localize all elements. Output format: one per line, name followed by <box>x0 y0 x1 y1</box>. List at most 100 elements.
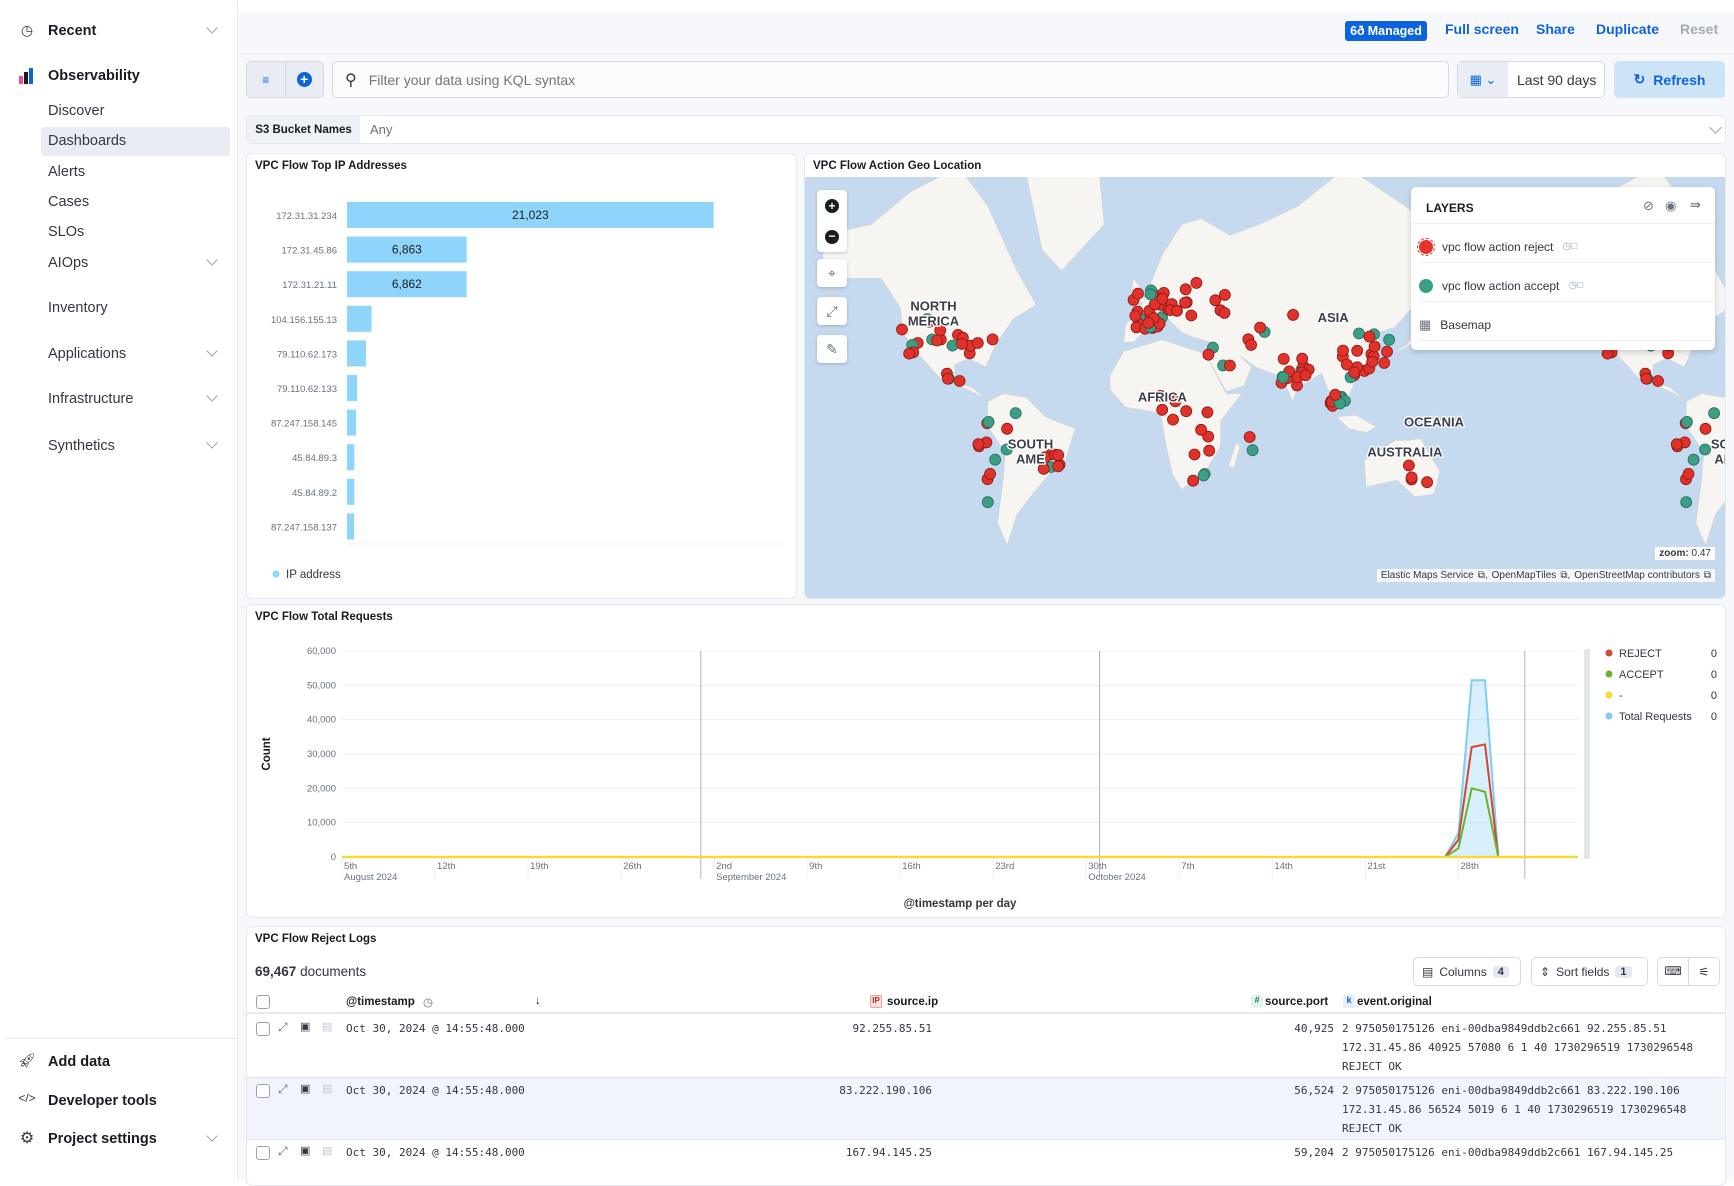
zoom-in-icon[interactable]: + <box>825 198 839 213</box>
locate-icon[interactable]: ⌖ <box>817 259 847 287</box>
reject-point <box>1218 306 1231 319</box>
bar-data-label: 21,023 <box>512 208 549 222</box>
add-filter-button[interactable]: + <box>286 62 324 97</box>
refresh-label: Refresh <box>1653 71 1706 88</box>
zoom-readout: zoom: 0.47 <box>1655 547 1715 560</box>
chevron-down-icon[interactable] <box>206 22 218 34</box>
chevron-down-icon[interactable] <box>1709 121 1722 134</box>
accept-point <box>982 415 995 428</box>
fit-bounds-icon[interactable]: ⤢ <box>817 297 847 325</box>
columns-count: 4 <box>1492 965 1509 978</box>
nav-observability[interactable]: Observability <box>48 68 140 84</box>
date-picker[interactable]: ▦ ⌄ Last 90 days <box>1457 61 1605 98</box>
control-value[interactable]: Any <box>370 122 393 137</box>
layer-reject[interactable]: vpc flow action reject ◷□ <box>1417 231 1715 263</box>
tools-icon[interactable]: ✎ <box>817 335 847 363</box>
layer-accept[interactable]: vpc flow action accept ◷□ <box>1419 270 1715 302</box>
header-timestamp[interactable]: @timestamp <box>346 996 415 1008</box>
nav-synthetics[interactable]: Synthetics <box>48 438 115 454</box>
notes-icon[interactable]: ▤ <box>322 1083 333 1095</box>
layer-basemap[interactable]: ▦ Basemap <box>1419 309 1715 341</box>
managed-badge[interactable]: 6ð Managed <box>1345 21 1427 41</box>
notes-icon[interactable]: ▤ <box>322 1021 333 1033</box>
table-row[interactable]: ⤢ ▣ ▤ Oct 30, 2024 @ 14:55:48.000 167.94… <box>247 1140 1725 1185</box>
table-row[interactable]: ⤢ ▣ ▤ Oct 30, 2024 @ 14:55:48.000 92.255… <box>247 1016 1725 1078</box>
attribution-link[interactable]: Elastic Maps Service <box>1380 570 1474 581</box>
nav-inventory[interactable]: Inventory <box>48 300 108 316</box>
s3-bucket-control[interactable]: S3 Bucket Names Any <box>246 115 1726 144</box>
map-attribution: Elastic Maps Service ⧉, OpenMapTiles ⧉, Open… <box>1376 569 1715 582</box>
divider <box>1411 223 1715 224</box>
chevron-down-icon[interactable] <box>206 254 218 266</box>
reject-point <box>1640 372 1653 385</box>
sort-count: 1 <box>1615 965 1632 978</box>
row-checkbox[interactable] <box>256 1084 270 1098</box>
legend-value: 0 <box>1711 669 1717 681</box>
columns-button[interactable]: ▤ Columns 4 <box>1413 957 1521 986</box>
reset-link[interactable]: Reset <box>1680 21 1719 37</box>
nav-aiops[interactable]: AIOps <box>48 255 89 271</box>
document-icon[interactable]: ▣ <box>300 1021 311 1033</box>
notes-icon[interactable]: ▤ <box>322 1145 333 1157</box>
attribution-link[interactable]: OpenStreetMap contributors <box>1574 570 1700 581</box>
row-checkbox[interactable] <box>256 1022 270 1036</box>
legend-swatch <box>1605 649 1613 657</box>
filter-icon[interactable]: ≡ <box>247 62 286 97</box>
table-row[interactable]: ⤢ ▣ ▤ Oct 30, 2024 @ 14:55:48.000 83.222… <box>247 1078 1725 1140</box>
calendar-icon[interactable]: ▦ ⌄ <box>1458 62 1508 97</box>
duplicate-link[interactable]: Duplicate <box>1596 21 1660 37</box>
nav-slos[interactable]: SLOs <box>48 224 85 240</box>
reject-point <box>1171 304 1183 317</box>
nav-project-settings[interactable]: Project settings <box>48 1131 157 1147</box>
document-icon[interactable]: ▣ <box>300 1083 311 1095</box>
row-checkbox[interactable] <box>256 1146 270 1160</box>
zoom-out-icon[interactable]: − <box>825 229 839 244</box>
nav-developer-tools[interactable]: Developer tools <box>48 1093 157 1109</box>
reject-point <box>1190 277 1203 289</box>
collapse-icon[interactable]: ⇛ <box>1690 197 1701 212</box>
nav-add-data[interactable]: Add data <box>48 1054 111 1070</box>
nav-dashboards[interactable]: Dashboards <box>48 133 127 149</box>
sort-desc-icon[interactable]: ↓ <box>535 995 541 1007</box>
kql-search-input[interactable] <box>368 71 1269 88</box>
chevron-down-icon[interactable] <box>206 1130 218 1142</box>
reject-point <box>1188 448 1201 461</box>
nav-cases[interactable]: Cases <box>48 194 90 210</box>
layer-name: vpc flow action reject <box>1442 239 1554 254</box>
chevron-down-icon[interactable] <box>206 345 218 357</box>
header-source-port[interactable]: source.port <box>1265 996 1329 1008</box>
header-event-original[interactable]: event.original <box>1357 996 1432 1008</box>
hide-all-icon[interactable]: ⊘ <box>1643 198 1654 213</box>
nav-recent[interactable]: Recent <box>48 23 97 39</box>
nav-applications[interactable]: Applications <box>48 346 127 362</box>
header-source-ip[interactable]: source.ip <box>887 996 939 1008</box>
kql-search[interactable]: ⚲ <box>332 61 1449 98</box>
cell-source-port: 56,524 <box>1294 1084 1334 1097</box>
share-link[interactable]: Share <box>1536 21 1575 37</box>
nav-discover[interactable]: Discover <box>48 103 105 119</box>
time-filter-icon: ◷□ <box>1568 280 1584 291</box>
nav-infrastructure[interactable]: Infrastructure <box>48 391 134 407</box>
x-tick-label: 28th <box>1460 861 1479 872</box>
expand-icon[interactable]: ⤢ <box>278 1020 288 1034</box>
settings-icon[interactable]: ⚟ <box>1698 964 1710 979</box>
chevron-down-icon[interactable] <box>206 437 218 449</box>
expand-icon[interactable]: ⤢ <box>278 1144 288 1158</box>
full-screen-link[interactable]: Full screen <box>1445 21 1519 37</box>
refresh-button[interactable]: ↻ Refresh <box>1614 61 1725 98</box>
document-icon[interactable]: ▣ <box>300 1145 311 1157</box>
eye-icon[interactable]: ◉ <box>1665 198 1677 213</box>
keyboard-icon[interactable]: ⌨ <box>1658 958 1689 985</box>
attribution-link[interactable]: OpenMapTiles <box>1491 570 1557 581</box>
chevron-down-icon[interactable] <box>206 390 218 402</box>
sort-fields-button[interactable]: ⇕ Sort fields 1 <box>1531 957 1648 986</box>
expand-icon[interactable]: ⤢ <box>278 1082 288 1096</box>
date-range[interactable]: Last 90 days <box>1517 71 1597 88</box>
select-all-checkbox[interactable] <box>256 995 270 1009</box>
accept-point <box>1353 327 1365 340</box>
legend-swatch <box>1605 691 1613 699</box>
logs-panel: VPC Flow Reject Logs 69,467 documents ▤ C… <box>246 926 1726 1186</box>
nav-alerts[interactable]: Alerts <box>48 164 86 180</box>
series-line-reject <box>342 743 1578 858</box>
